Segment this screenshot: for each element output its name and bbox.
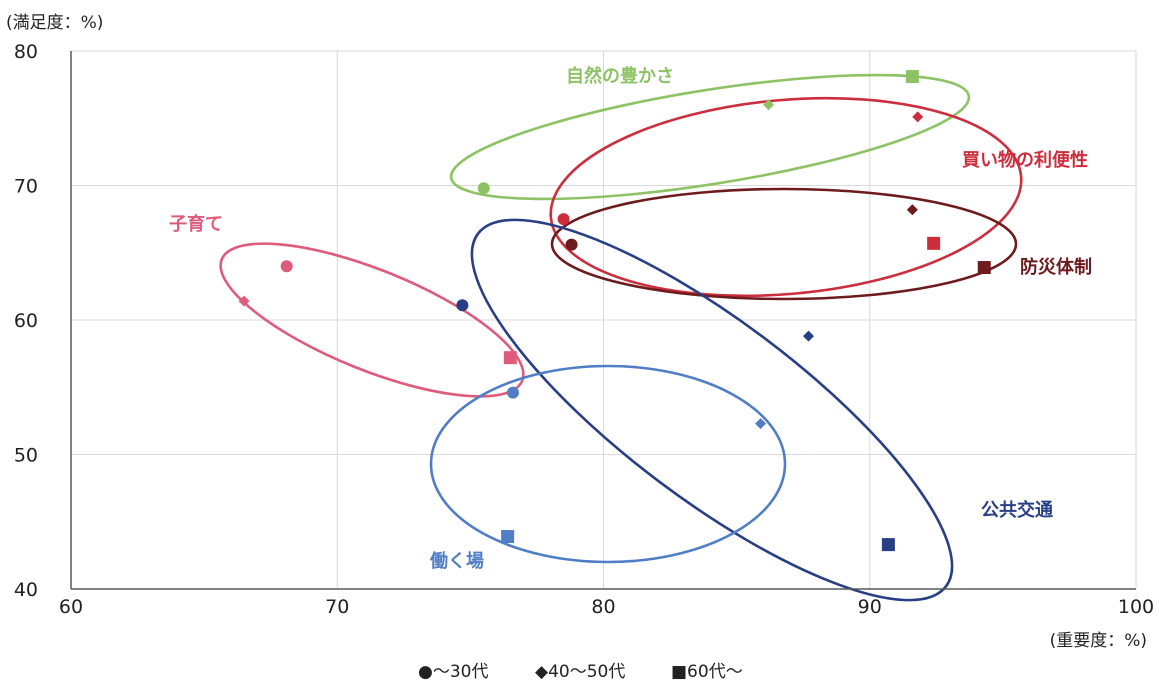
group-label: 公共交通	[981, 499, 1053, 521]
data-points	[238, 70, 991, 552]
grid	[70, 50, 1137, 590]
point-square	[905, 70, 919, 84]
x-tick-label: 80	[591, 596, 615, 618]
point-square	[503, 351, 517, 365]
point-diamond	[906, 204, 918, 216]
axes: 60 70 80 90 100 40 50 60 70 80	[14, 41, 1154, 618]
group-ellipse	[470, 218, 954, 602]
group-label: 自然の豊かさ	[566, 65, 674, 87]
legend-item-age-40-50: ◆40〜50代	[535, 662, 625, 682]
point-square	[881, 538, 895, 552]
point-diamond	[238, 295, 250, 307]
x-tick-label: 100	[1118, 596, 1154, 618]
legend-item-age-60: ■60代〜	[671, 662, 743, 682]
point-circle	[477, 182, 490, 195]
y-tick-label: 50	[14, 445, 38, 467]
point-circle	[557, 213, 570, 226]
group-ellipse	[549, 96, 1023, 298]
x-tick-label: 70	[325, 596, 349, 618]
point-diamond	[803, 330, 815, 342]
legend-item-age-30: ●〜30代	[418, 662, 488, 682]
group-label: 働く場	[429, 550, 484, 572]
group-ellipse	[449, 73, 971, 201]
point-diamond	[912, 111, 924, 123]
point-circle	[565, 238, 578, 251]
point-diamond	[763, 99, 775, 111]
point-circle	[456, 299, 469, 312]
y-axis-title: (満足度：%)	[6, 13, 103, 33]
point-circle	[506, 386, 519, 399]
group-ellipses	[219, 73, 1023, 602]
group-label: 買い物の利便性	[962, 149, 1088, 171]
x-axis-title: (重要度：%)	[1050, 631, 1147, 651]
legend: ●〜30代 ◆40〜50代 ■60代〜	[418, 662, 743, 682]
group-ellipse	[550, 187, 1018, 301]
point-diamond	[755, 418, 767, 430]
y-tick-label: 80	[14, 41, 38, 63]
group-ellipse	[429, 364, 787, 564]
group-label: 防災体制	[1020, 256, 1092, 278]
point-circle	[280, 260, 293, 273]
point-square	[977, 261, 991, 275]
group-label: 子育て	[169, 213, 223, 235]
y-tick-label: 60	[14, 310, 38, 332]
point-square	[501, 530, 515, 544]
x-tick-label: 90	[858, 596, 882, 618]
y-tick-label: 70	[14, 176, 38, 198]
group-ellipse	[219, 242, 525, 398]
y-tick-label: 40	[14, 579, 38, 601]
x-tick-label: 60	[59, 596, 83, 618]
point-square	[927, 236, 941, 250]
